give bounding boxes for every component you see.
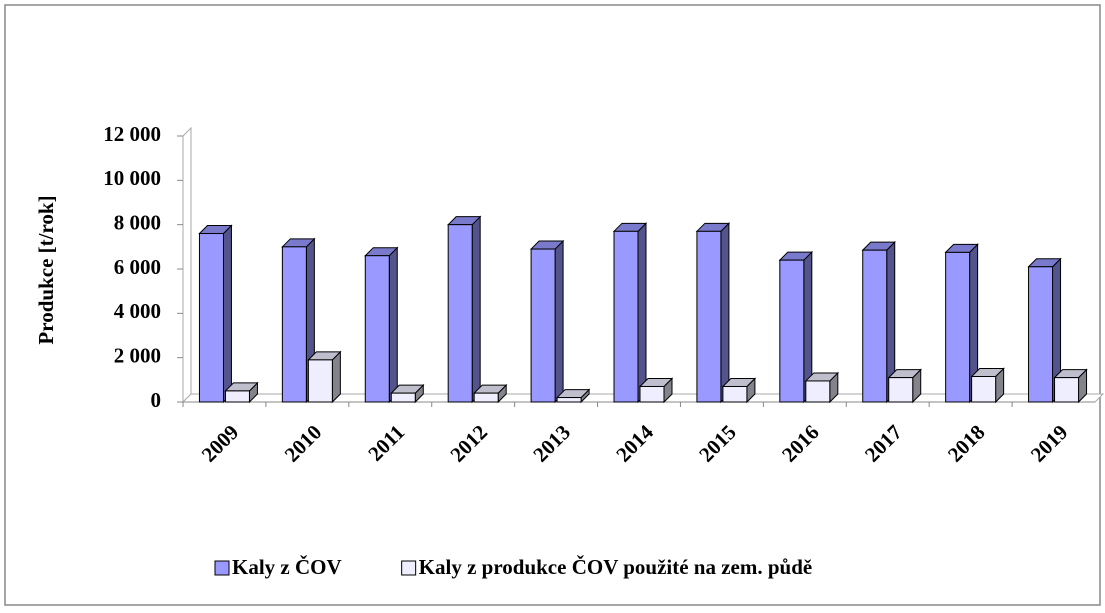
bar-side — [222, 224, 232, 404]
y-tick-label: 6 000 — [114, 255, 161, 279]
y-tick-label: 2 000 — [114, 343, 161, 367]
bar — [556, 397, 582, 403]
bar — [1054, 377, 1080, 403]
bar — [722, 385, 748, 403]
bar — [447, 224, 473, 403]
bar-side — [720, 222, 730, 404]
bar-side — [471, 215, 481, 404]
bar — [390, 392, 416, 403]
y-tick-label: 8 000 — [114, 210, 161, 234]
bar-side — [331, 350, 341, 404]
bar — [224, 390, 250, 403]
bar — [307, 359, 333, 403]
y-tick-label: 0 — [151, 388, 162, 412]
bar — [971, 376, 997, 403]
bar — [639, 385, 665, 403]
bar — [473, 392, 499, 403]
bar — [779, 259, 805, 403]
bar-side — [554, 239, 564, 404]
bar — [805, 380, 831, 403]
bar-side — [388, 246, 398, 404]
bar — [530, 248, 556, 403]
legend-swatch — [401, 560, 417, 576]
legend-swatch — [214, 560, 230, 576]
y-tick-label: 4 000 — [114, 299, 161, 323]
bar — [945, 251, 971, 403]
bar — [696, 230, 722, 403]
y-axis-title: Produkce [t/rok] — [34, 195, 58, 344]
y-tick-label: 12 000 — [103, 122, 161, 146]
bar — [613, 230, 639, 403]
bar — [198, 233, 224, 403]
bar-side — [637, 222, 647, 404]
legend-label: Kaly z produkce ČOV použité na zem. půdě — [419, 555, 813, 579]
back-wall — [182, 126, 192, 404]
bar — [281, 246, 307, 403]
bar — [888, 377, 914, 403]
legend-label: Kaly z ČOV — [232, 555, 342, 579]
bar — [1028, 266, 1054, 403]
bar — [862, 249, 888, 403]
bar — [364, 255, 390, 403]
y-tick-label: 10 000 — [103, 166, 161, 190]
